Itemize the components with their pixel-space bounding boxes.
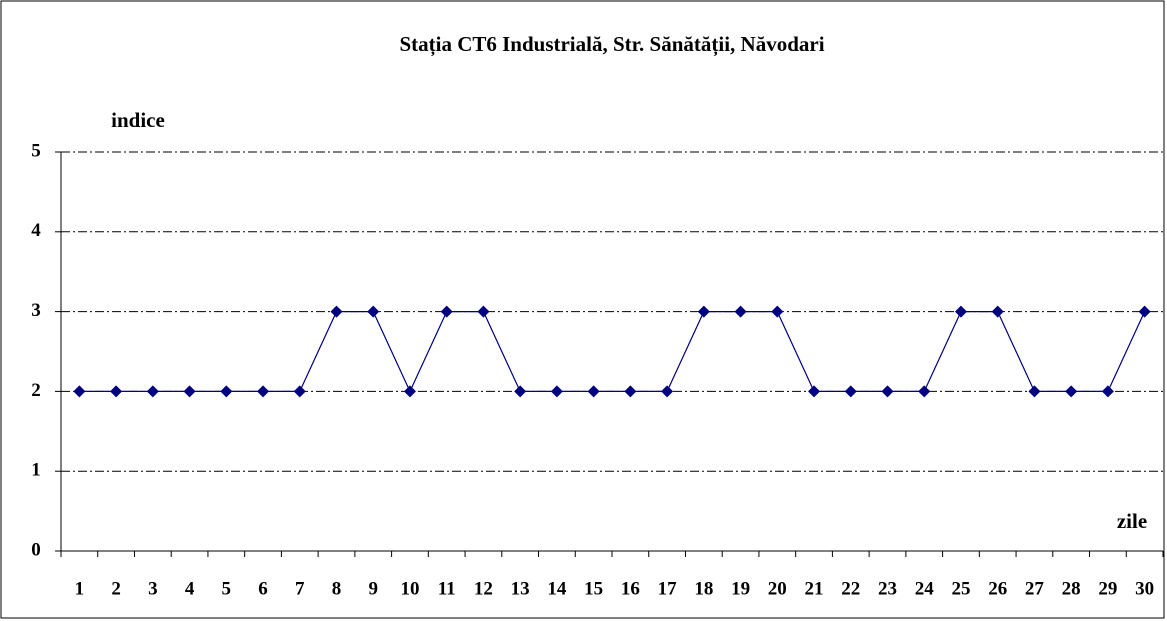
data-point	[514, 385, 527, 398]
data-point	[330, 305, 343, 318]
y-tick-label: 2	[31, 380, 41, 401]
x-tick-label: 8	[332, 578, 342, 599]
data-point	[293, 385, 306, 398]
data-point	[146, 385, 159, 398]
x-tick-label: 2	[111, 578, 121, 599]
x-tick-label: 9	[368, 578, 378, 599]
x-tick-label: 3	[148, 578, 158, 599]
x-axis-label: zile	[1117, 509, 1147, 533]
data-point	[1138, 305, 1151, 318]
data-point	[367, 305, 380, 318]
x-tick-label: 30	[1135, 578, 1154, 599]
data-point	[771, 305, 784, 318]
x-tick-label: 18	[694, 578, 713, 599]
x-tick-label: 29	[1098, 578, 1117, 599]
data-point	[991, 305, 1004, 318]
data-point	[881, 385, 894, 398]
x-tick-label: 17	[658, 578, 678, 599]
x-tick-label: 15	[584, 578, 603, 599]
data-point	[697, 305, 710, 318]
x-tick-label: 24	[915, 578, 935, 599]
x-tick-label: 12	[474, 578, 493, 599]
data-point	[477, 305, 490, 318]
x-tick-label: 27	[1025, 578, 1045, 599]
data-point	[257, 385, 270, 398]
data-point	[1101, 385, 1114, 398]
data-point	[844, 385, 857, 398]
x-tick-label: 7	[295, 578, 305, 599]
data-point	[734, 305, 747, 318]
x-tick-label: 26	[988, 578, 1007, 599]
data-point	[403, 385, 416, 398]
y-tick-label: 5	[31, 140, 41, 161]
y-axis-label: indice	[111, 108, 165, 132]
x-tick-label: 14	[547, 578, 567, 599]
x-tick-label: 16	[621, 578, 640, 599]
x-tick-label: 20	[768, 578, 787, 599]
x-tick-label: 1	[75, 578, 85, 599]
data-point	[954, 305, 967, 318]
y-tick-label: 1	[31, 460, 41, 481]
data-point	[661, 385, 674, 398]
data-point	[808, 385, 821, 398]
x-tick-label: 28	[1062, 578, 1081, 599]
y-tick-label: 3	[31, 300, 41, 321]
x-tick-label: 4	[185, 578, 195, 599]
x-tick-label: 6	[258, 578, 268, 599]
data-point	[1028, 385, 1041, 398]
x-tick-label: 23	[878, 578, 897, 599]
data-point	[183, 385, 196, 398]
series-line	[79, 311, 1146, 393]
data-point	[1065, 385, 1078, 398]
x-tick-label: 25	[951, 578, 970, 599]
x-tick-label: 21	[805, 578, 824, 599]
x-tick-label: 22	[841, 578, 860, 599]
x-tick-label: 19	[731, 578, 750, 599]
data-point	[587, 385, 600, 398]
x-tick-label: 10	[400, 578, 419, 599]
x-tick-label: 11	[438, 578, 456, 599]
data-point	[624, 385, 637, 398]
data-point	[73, 385, 86, 398]
chart-title: Stația CT6 Industrială, Str. Sănătății, …	[399, 32, 824, 57]
x-tick-label: 13	[511, 578, 530, 599]
y-tick-label: 0	[31, 539, 41, 560]
data-point	[440, 305, 453, 318]
data-point	[110, 385, 123, 398]
data-point	[220, 385, 233, 398]
y-tick-label: 4	[31, 220, 41, 241]
x-tick-label: 5	[222, 578, 232, 599]
data-point	[550, 385, 563, 398]
data-point	[918, 385, 931, 398]
